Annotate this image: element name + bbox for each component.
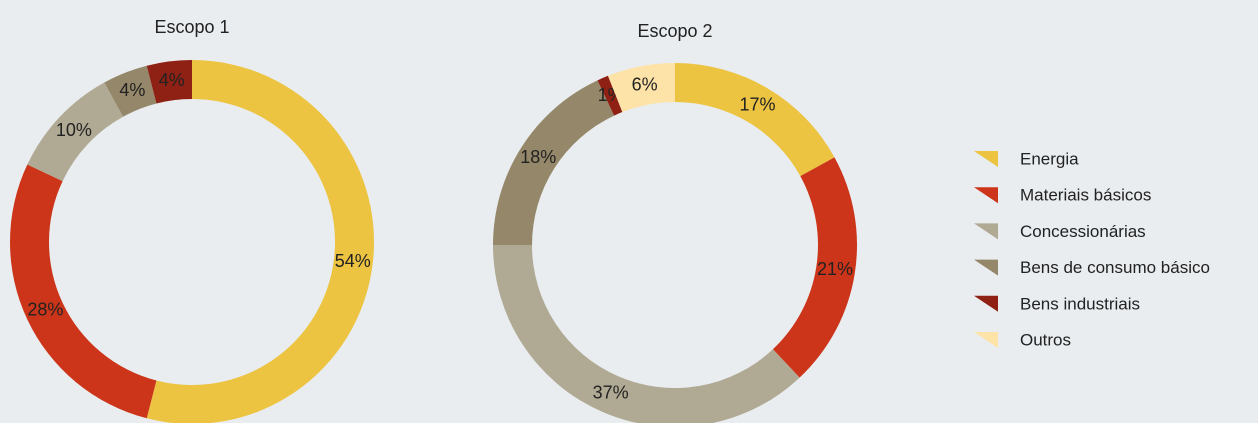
data-label: 17%	[739, 94, 775, 114]
legend-label: Bens industriais	[1020, 294, 1140, 313]
data-label: 10%	[56, 120, 92, 140]
chart-title: Escopo 2	[637, 21, 712, 41]
donut-segment	[27, 82, 124, 182]
donut-segment	[104, 65, 157, 117]
chart-title: Escopo 1	[154, 17, 229, 37]
donut-segment	[675, 63, 835, 177]
data-label: 4%	[119, 80, 145, 100]
legend-label: Materiais básicos	[1020, 186, 1151, 205]
data-label: 6%	[632, 75, 658, 95]
legend-swatch	[974, 332, 998, 348]
legend-swatch	[974, 295, 998, 312]
donut-segment	[608, 63, 675, 113]
data-label: 54%	[335, 251, 371, 271]
data-label: 18%	[520, 147, 556, 167]
legend-swatch	[974, 223, 998, 240]
donut-segment	[146, 60, 192, 104]
legend-label: Energia	[1020, 149, 1079, 168]
legend-swatch	[974, 259, 998, 276]
donut-segment	[597, 75, 623, 116]
data-label: 28%	[27, 300, 63, 320]
donut-segment	[493, 245, 800, 423]
data-label: 4%	[159, 70, 185, 90]
legend-swatch	[974, 187, 998, 204]
donut-segment	[9, 164, 157, 419]
data-label: 37%	[593, 382, 629, 402]
legend-label: Bens de consumo básico	[1020, 258, 1210, 277]
data-label: 21%	[817, 259, 853, 279]
legend-label: Concessionárias	[1020, 222, 1146, 241]
donut-segment	[146, 60, 374, 423]
donut-segment	[772, 157, 857, 378]
donut-segment	[493, 80, 615, 246]
legend-label: Outros	[1020, 330, 1071, 349]
legend-swatch	[974, 151, 998, 167]
